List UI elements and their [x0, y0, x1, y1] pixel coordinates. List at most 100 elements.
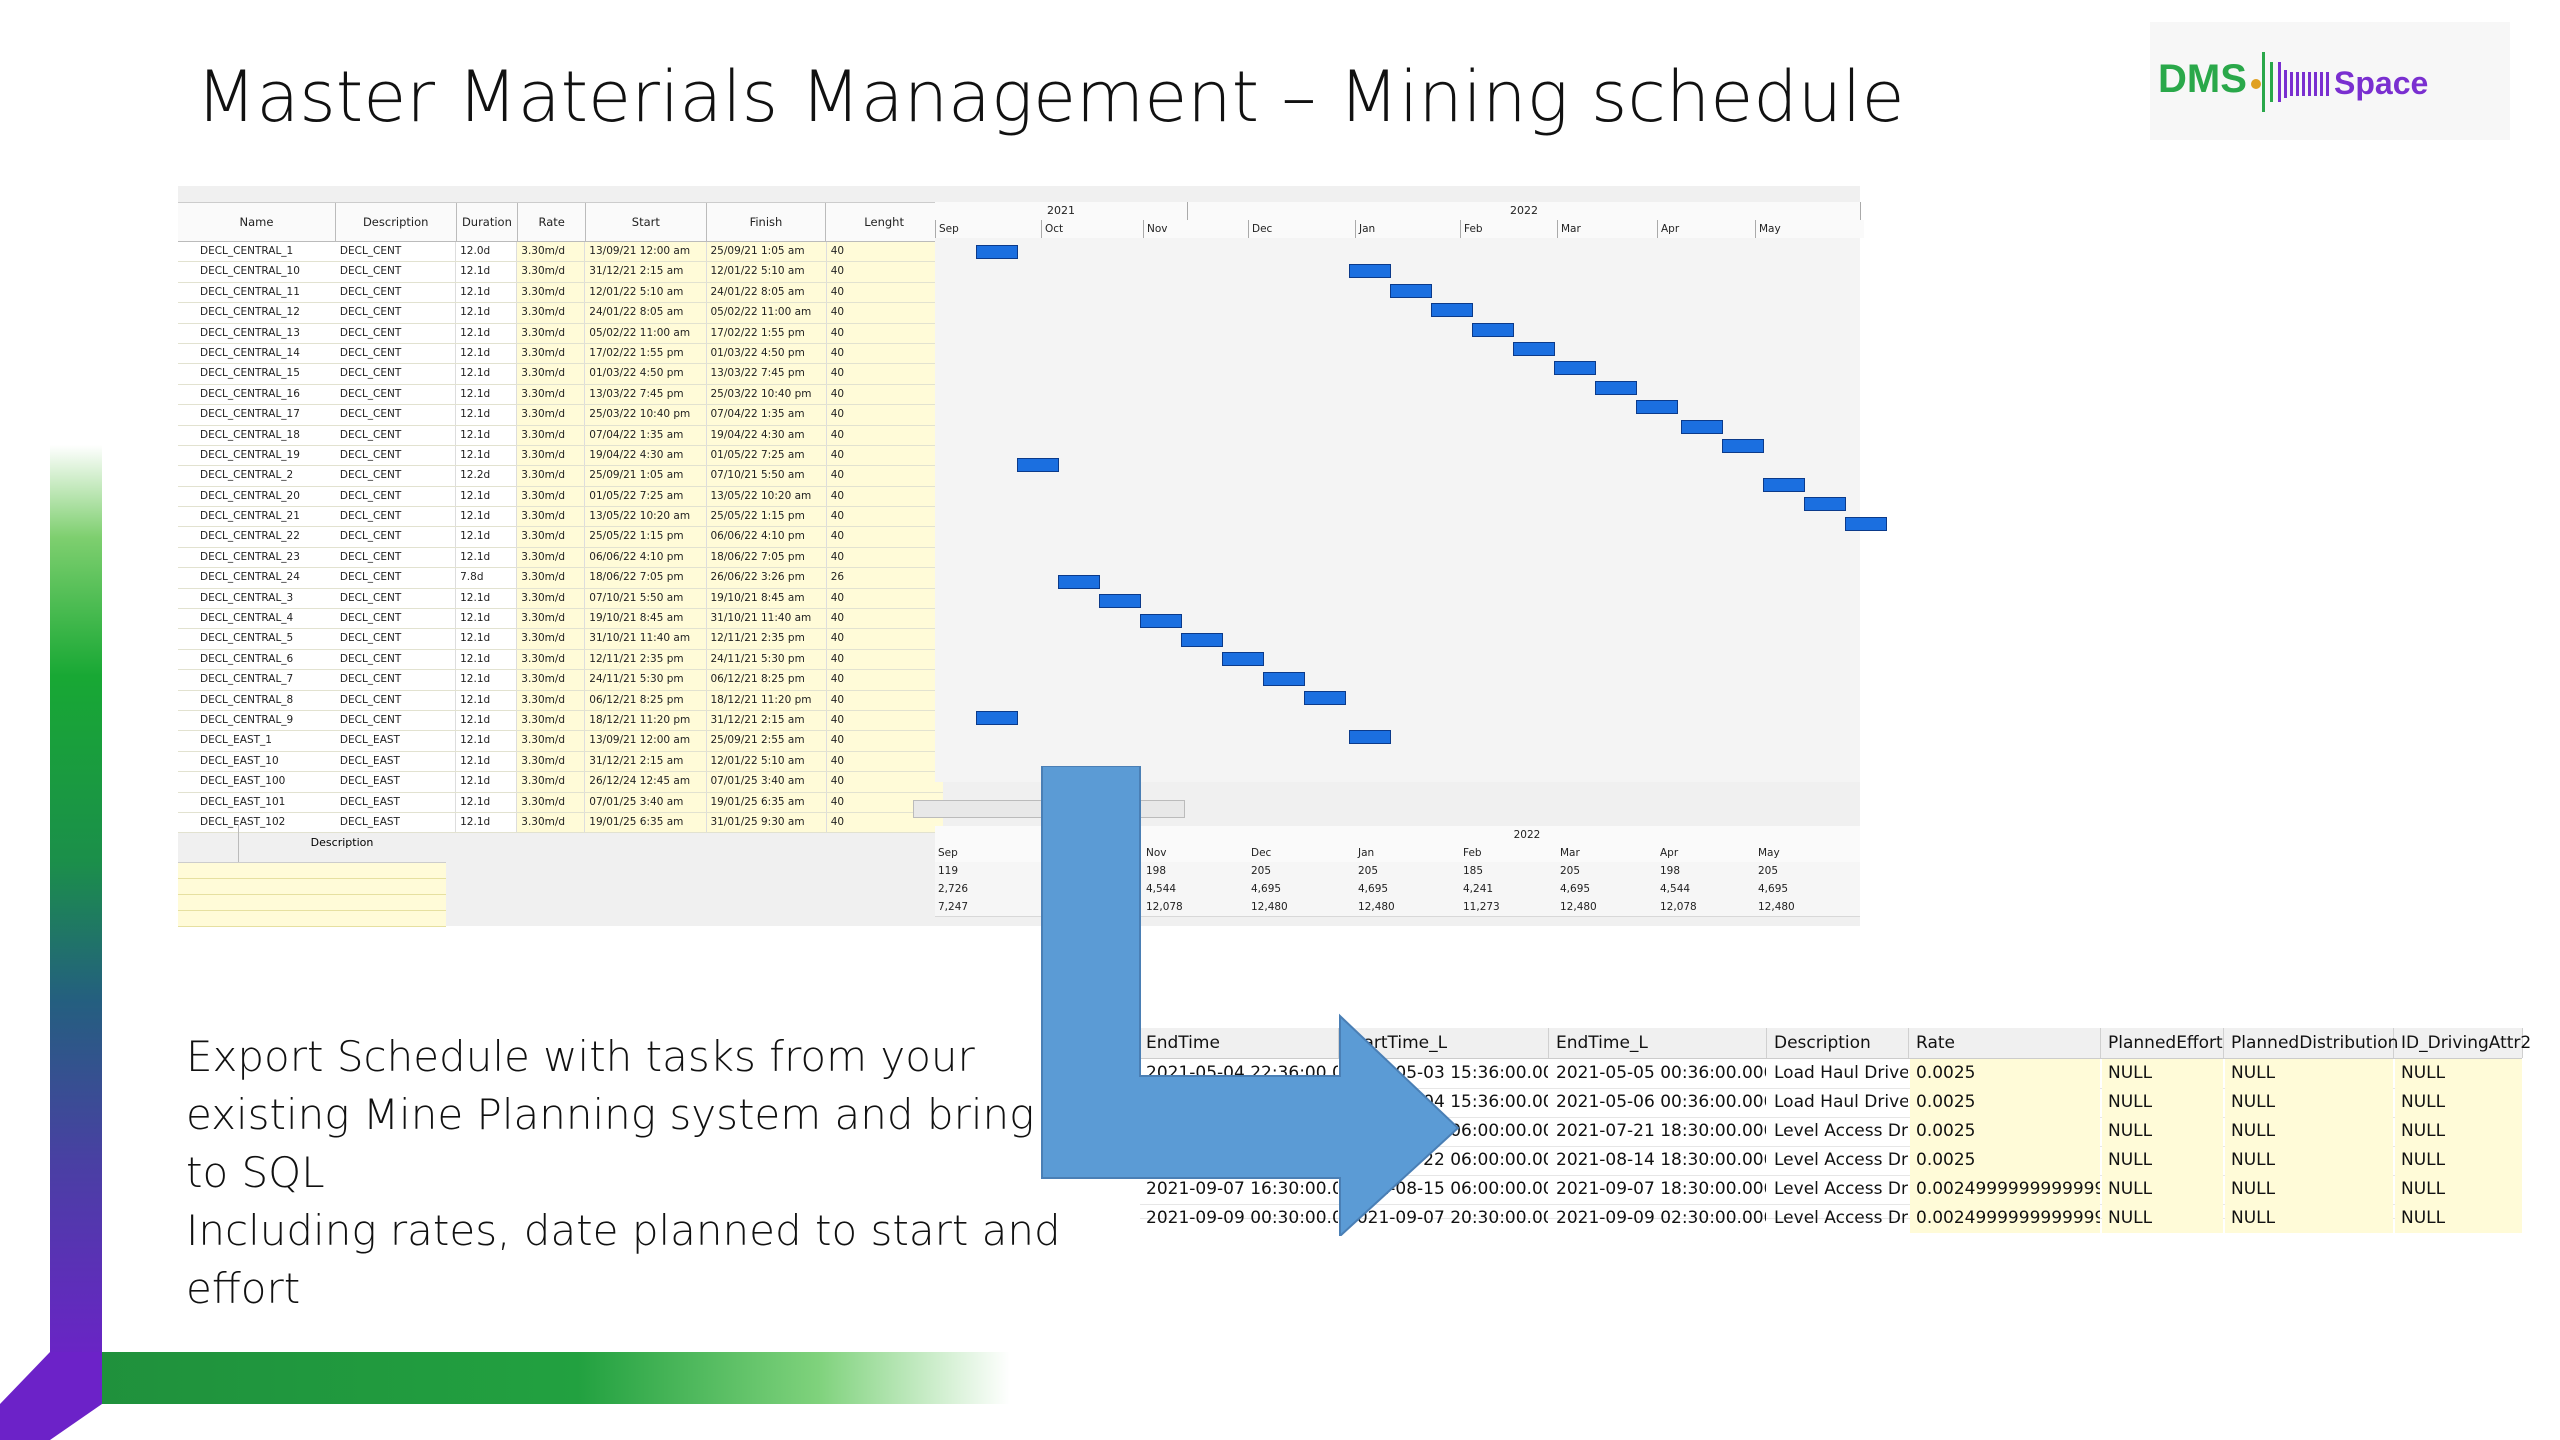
gantt-month-label: Mar [1557, 220, 1661, 238]
sql-results-screenshot: EndTime StartTime_L EndTime_L Description Ra… [1140, 1000, 2531, 1233]
table-cell: DECL_EAST [335, 812, 457, 833]
table-row[interactable]: DECL_CENTRAL_18 DECL_CENT 12.1d 3.30m/d 07/0… [178, 425, 943, 446]
table-cell: DECL_CENT [335, 609, 457, 629]
gantt-task-bar[interactable] [1471, 322, 1514, 337]
table-row[interactable]: DECL_CENTRAL_16 DECL_CENT 12.1d 3.30m/d 13/0… [178, 384, 943, 406]
gantt-task-bar[interactable] [1099, 594, 1142, 609]
summary-cell: 12,480 [1560, 901, 1597, 913]
gantt-task-bar[interactable] [1348, 730, 1391, 744]
table-row[interactable]: DECL_CENTRAL_9 DECL_CENT 12.1d 3.30m/d 18/12… [178, 710, 943, 732]
task-col-header[interactable]: Rate [518, 203, 586, 241]
table-row[interactable]: DECL_CENTRAL_23 DECL_CENT 12.1d 3.30m/d 06/0… [178, 547, 943, 569]
task-col-header[interactable]: Lenght [826, 203, 943, 241]
table-row[interactable]: DECL_CENTRAL_5 DECL_CENT 12.1d 3.30m/d 31/10… [178, 629, 943, 650]
table-row[interactable]: DECL_CENTRAL_19 DECL_CENT 12.1d 3.30m/d 19/0… [178, 445, 943, 467]
table-cell: 12/01/22 5:10 am [706, 751, 827, 772]
table-row[interactable]: DECL_CENTRAL_17 DECL_CENT 12.1d 3.30m/d 25/0… [178, 405, 943, 426]
sql-result-row[interactable]: 2021-07-22 06:00:00.000 2021-08-14 18:30:… [1140, 1146, 2522, 1176]
table-cell: DECL_CENTRAL_15 [178, 364, 336, 384]
table-cell: DECL_CENT [335, 242, 457, 262]
table-cell: 13/03/22 7:45 pm [585, 384, 707, 405]
table-row[interactable]: DECL_CENTRAL_20 DECL_CENT 12.1d 3.30m/d 01/0… [178, 486, 943, 508]
sql-col-header[interactable]: ID_DrivingAttr2 [2395, 1028, 2531, 1058]
gantt-task-bar[interactable] [1017, 458, 1060, 473]
task-col-header[interactable]: Name [178, 203, 336, 241]
gantt-task-bar[interactable] [1430, 303, 1473, 318]
table-row[interactable]: DECL_CENTRAL_3 DECL_CENT 12.1d 3.30m/d 07/10… [178, 588, 943, 610]
table-cell: DECL_EAST_102 [178, 812, 336, 833]
task-col-header[interactable]: Finish [707, 203, 827, 241]
table-row[interactable]: DECL_CENTRAL_15 DECL_CENT 12.1d 3.30m/d 01/0… [178, 364, 943, 385]
table-row[interactable]: DECL_CENTRAL_10 DECL_CENT 12.1d 3.30m/d 31/1… [178, 262, 943, 283]
table-cell: 3.30m/d [517, 547, 586, 568]
table-row[interactable]: DECL_EAST_1 DECL_EAST 12.1d 3.30m/d 13/09/21… [178, 731, 943, 752]
table-row[interactable]: DECL_CENTRAL_4 DECL_CENT 12.1d 3.30m/d 19/10… [178, 609, 943, 630]
gantt-task-bar[interactable] [976, 710, 1019, 725]
sql-col-header[interactable]: PlannedEffort [2102, 1028, 2224, 1058]
gantt-month-label: Jan [1355, 220, 1464, 238]
sql-col-header[interactable]: EndTime_L [1550, 1028, 1767, 1058]
task-col-header[interactable]: Description [336, 203, 457, 241]
table-row[interactable]: DECL_CENTRAL_2 DECL_CENT 12.2d 3.30m/d 25/09… [178, 466, 943, 487]
table-row[interactable]: DECL_CENTRAL_24 DECL_CENT 7.8d 3.30m/d 18/06… [178, 568, 943, 589]
gantt-task-bar[interactable] [1762, 477, 1805, 492]
gantt-task-bar[interactable] [1554, 361, 1597, 376]
gantt-year-2021: 2021 [935, 202, 1188, 220]
table-row[interactable]: DECL_CENTRAL_13 DECL_CENT 12.1d 3.30m/d 05/0… [178, 323, 943, 344]
sql-cell: 2021-05-05 00:36:00.000 [1556, 1063, 1766, 1083]
table-cell: DECL_CENT [335, 466, 457, 486]
table-row[interactable]: DECL_CENTRAL_1 DECL_CENT 12.0d 3.30m/d 13/09… [178, 242, 943, 263]
table-row[interactable]: DECL_CENTRAL_22 DECL_CENT 12.1d 3.30m/d 25/0… [178, 527, 943, 548]
sql-cell: Load Haul Drive [1774, 1063, 1908, 1083]
gantt-task-bar[interactable] [1721, 439, 1764, 453]
sql-cell: 2021-09-09 02:30:00.000 [1556, 1208, 1766, 1228]
gantt-task-bar[interactable] [1058, 574, 1101, 589]
gantt-task-bar[interactable] [1140, 613, 1183, 628]
sql-cell: NULL [2225, 1204, 2393, 1233]
gantt-task-bar[interactable] [1181, 633, 1224, 647]
sql-result-row[interactable]: 2021-09-09 00:30:00.000 2021-09-07 20:30:… [1140, 1204, 2522, 1233]
gantt-task-bar[interactable] [1595, 380, 1638, 395]
table-row[interactable]: DECL_CENTRAL_12 DECL_CENT 12.1d 3.30m/d 24/0… [178, 303, 943, 324]
sql-cell: NULL [2225, 1175, 2393, 1204]
gantt-task-bar[interactable] [1304, 691, 1347, 706]
table-cell: 40 [826, 710, 943, 731]
table-cell: 40 [826, 507, 943, 527]
table-cell: DECL_CENT [335, 486, 457, 507]
table-row[interactable]: DECL_CENTRAL_8 DECL_CENT 12.1d 3.30m/d 06/12… [178, 690, 943, 711]
gantt-task-bar[interactable] [1222, 652, 1265, 667]
sql-cell: 0.0025 [1910, 1146, 2100, 1175]
gantt-task-bar[interactable] [1389, 283, 1432, 298]
gantt-task-bar[interactable] [1263, 671, 1306, 686]
sql-col-header[interactable]: PlannedDistribution [2225, 1028, 2398, 1058]
sql-col-header[interactable]: Description [1768, 1028, 1909, 1058]
gantt-task-bar[interactable] [976, 245, 1019, 259]
gantt-task-bar[interactable] [1803, 497, 1846, 512]
table-row[interactable]: DECL_EAST_10 DECL_EAST 12.1d 3.30m/d 31/12/2… [178, 751, 943, 773]
table-row[interactable]: DECL_CENTRAL_7 DECL_CENT 12.1d 3.30m/d 24/11… [178, 670, 943, 691]
table-cell: 06/06/22 4:10 pm [585, 547, 707, 568]
sql-col-header[interactable]: EndTime [1140, 1028, 1339, 1058]
gantt-task-bar[interactable] [1680, 419, 1723, 434]
gantt-task-bar[interactable] [1348, 264, 1391, 279]
table-row[interactable]: DECL_EAST_102 DECL_EAST 12.1d 3.30m/d 19/01/… [178, 812, 943, 834]
table-row[interactable]: DECL_EAST_100 DECL_EAST 12.1d 3.30m/d 26/12/… [178, 772, 943, 793]
table-row[interactable]: DECL_CENTRAL_21 DECL_CENT 12.1d 3.30m/d 13/0… [178, 507, 943, 528]
table-cell: 40 [826, 751, 943, 772]
task-col-header[interactable]: Duration [457, 203, 519, 241]
gantt-task-bar[interactable] [1636, 400, 1679, 415]
table-cell: 3.30m/d [517, 425, 586, 445]
summary-month-label: Jan [1358, 847, 1375, 859]
table-row[interactable]: DECL_CENTRAL_11 DECL_CENT 12.1d 3.30m/d 12/0… [178, 282, 943, 304]
gantt-task-bar[interactable] [1512, 342, 1555, 356]
gantt-task-bar[interactable] [1844, 516, 1887, 531]
table-row[interactable]: DECL_EAST_101 DECL_EAST 12.1d 3.30m/d 07/01/… [178, 792, 943, 813]
sql-cell: NULL [2225, 1088, 2393, 1117]
table-row[interactable]: DECL_CENTRAL_6 DECL_CENT 12.1d 3.30m/d 12/11… [178, 649, 943, 671]
sql-col-header[interactable]: Rate [1910, 1028, 2101, 1058]
table-row[interactable]: DECL_CENTRAL_14 DECL_CENT 12.1d 3.30m/d 17/0… [178, 343, 943, 365]
gantt-month-label: May [1755, 220, 1864, 238]
task-col-header[interactable]: Start [586, 203, 707, 241]
